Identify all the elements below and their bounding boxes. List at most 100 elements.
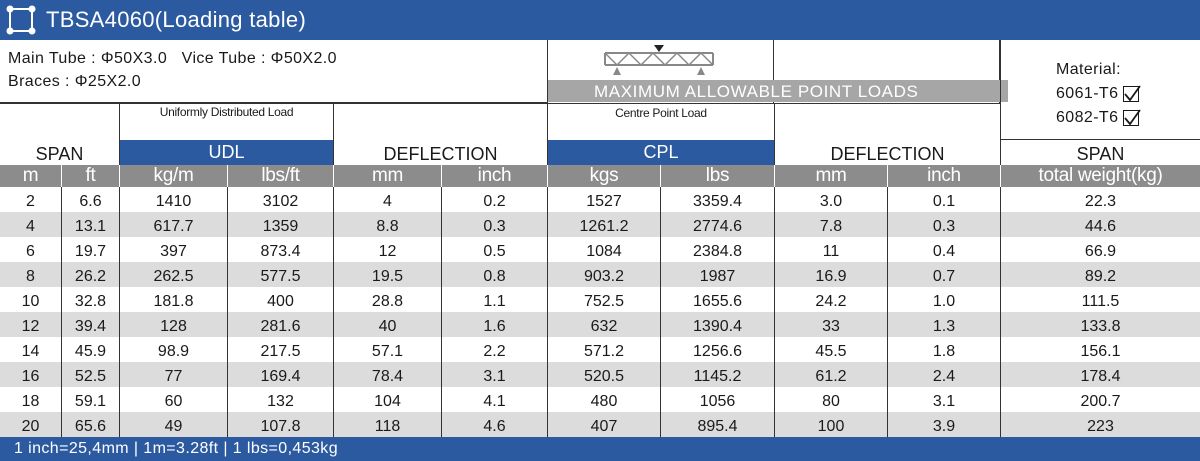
udl-lbsft-cell: 873.4 [260, 243, 301, 260]
divider [119, 262, 120, 287]
table-row: 8 26.2 262.5 577.5 19.5 0.8 903.2 1987 1… [0, 262, 1200, 287]
divider [547, 312, 548, 337]
divider [774, 362, 775, 387]
unit-label: kg/m [153, 165, 194, 186]
total-weight-cell: 89.2 [1084, 268, 1117, 285]
cpl-lbs-cell: 2774.6 [693, 218, 742, 235]
udl-kgm-cell: 1410 [155, 193, 192, 210]
udl-description: Uniformly Distributed Load [159, 105, 294, 119]
udl-lbsft-cell: 132 [267, 393, 294, 410]
divider [61, 412, 62, 437]
cpl-lbs-cell: 1987 [699, 268, 736, 285]
divider [660, 412, 661, 437]
udl-lbsft-cell: 169.4 [260, 368, 301, 385]
divider [333, 103, 334, 165]
title-bar: TBSA4060(Loading table) [0, 0, 1200, 40]
deflection-mm-cell: 28.8 [371, 293, 404, 310]
divider [119, 165, 120, 187]
cpl-lbs-cell: 1390.4 [693, 318, 742, 335]
deflection2-inch-cell: 3.1 [932, 393, 956, 410]
checkbox-checked-icon [1123, 85, 1142, 102]
divider [774, 187, 775, 212]
divider [227, 262, 228, 287]
divider [660, 262, 661, 287]
truss-square-icon [4, 3, 38, 37]
divider [1000, 187, 1001, 212]
divider [333, 337, 334, 362]
divider [887, 412, 888, 437]
total-weight-cell: 223 [1087, 418, 1114, 435]
divider [887, 337, 888, 362]
loading-table-body: 2 6.6 1410 3102 4 0.2 1527 3359.4 3.0 0.… [0, 187, 1200, 437]
deflection-inch-cell: 4.1 [483, 393, 506, 410]
udl-lbsft-cell: 107.8 [260, 418, 301, 435]
span-ft-cell: 45.9 [74, 343, 107, 360]
cpl-lbs-cell: 1655.6 [693, 293, 742, 310]
divider [333, 387, 334, 412]
udl-kgm-cell: 98.9 [157, 343, 190, 360]
udl-kgm-cell: 397 [160, 243, 187, 260]
material-box: Material: 6061-T6 6082-T6 [1000, 40, 1200, 140]
unit-label: mm [815, 165, 847, 186]
total-weight-cell: 200.7 [1080, 393, 1121, 410]
divider [333, 362, 334, 387]
cpl-kgs-cell: 1527 [586, 193, 622, 210]
divider [333, 212, 334, 237]
unit-label: total weight(kg) [1038, 165, 1163, 186]
divider [441, 287, 442, 312]
divider [227, 287, 228, 312]
deflection2-inch-cell: 2.4 [932, 368, 956, 385]
total-weight-cell: 44.6 [1084, 218, 1117, 235]
span-m-cell: 18 [21, 393, 40, 410]
divider [0, 103, 1000, 104]
cpl-lbs-cell: 2384.8 [693, 243, 742, 260]
divider [333, 262, 334, 287]
span-ft-cell: 39.4 [74, 318, 107, 335]
divider [547, 187, 548, 212]
span-ft-cell: 6.6 [79, 193, 102, 210]
load-diagram-cell [548, 40, 774, 103]
total-weight-cell: 66.9 [1084, 243, 1117, 260]
divider [441, 212, 442, 237]
udl-kgm-cell: 77 [164, 368, 183, 385]
cpl-kgs-cell: 1084 [586, 243, 622, 260]
divider [774, 387, 775, 412]
span-m-cell: 6 [26, 243, 35, 260]
divider [660, 237, 661, 262]
cpl-lbs-cell: 895.4 [697, 418, 738, 435]
divider [1000, 287, 1001, 312]
tube-specs: Main Tube : Φ50X3.0 Vice Tube : Φ50X2.0 … [0, 40, 548, 103]
span-ft-cell: 32.8 [74, 293, 107, 310]
udl-kgm-cell: 181.8 [153, 293, 194, 310]
deflection-mm-cell: 118 [374, 418, 401, 435]
divider [660, 312, 661, 337]
deflection2-inch-cell: 0.1 [932, 193, 956, 210]
span-m-cell: 10 [21, 293, 40, 310]
deflection-inch-cell: 3.1 [483, 368, 506, 385]
divider [774, 287, 775, 312]
divider [441, 262, 442, 287]
divider [774, 337, 775, 362]
divider [119, 362, 120, 387]
specs-line-2: Braces : Φ25X2.0 [8, 73, 142, 90]
divider [887, 287, 888, 312]
span-m-cell: 8 [26, 268, 35, 285]
divider [333, 237, 334, 262]
deflection2-mm-cell: 11 [822, 243, 840, 260]
deflection-header: DEFLECTION [383, 144, 498, 164]
divider [227, 165, 228, 187]
divider [887, 187, 888, 212]
divider [1000, 237, 1001, 262]
unit-conversion-footer: 1 inch=25,4mm | 1m=3.28ft | 1 lbs=0,453k… [0, 437, 1200, 461]
udl-lbsft-cell: 217.5 [260, 343, 301, 360]
divider [119, 337, 120, 362]
deflection2-inch-cell: 1.8 [932, 343, 956, 360]
deflection-mm-cell: 78.4 [371, 368, 404, 385]
divider [119, 187, 120, 212]
unit-label: inch [477, 165, 512, 186]
cpl-kgs-cell: 903.2 [583, 268, 625, 285]
divider [547, 165, 548, 187]
divider [1000, 312, 1001, 337]
divider [227, 312, 228, 337]
table-row: 6 19.7 397 873.4 12 0.5 1084 2384.8 11 0… [0, 237, 1200, 262]
